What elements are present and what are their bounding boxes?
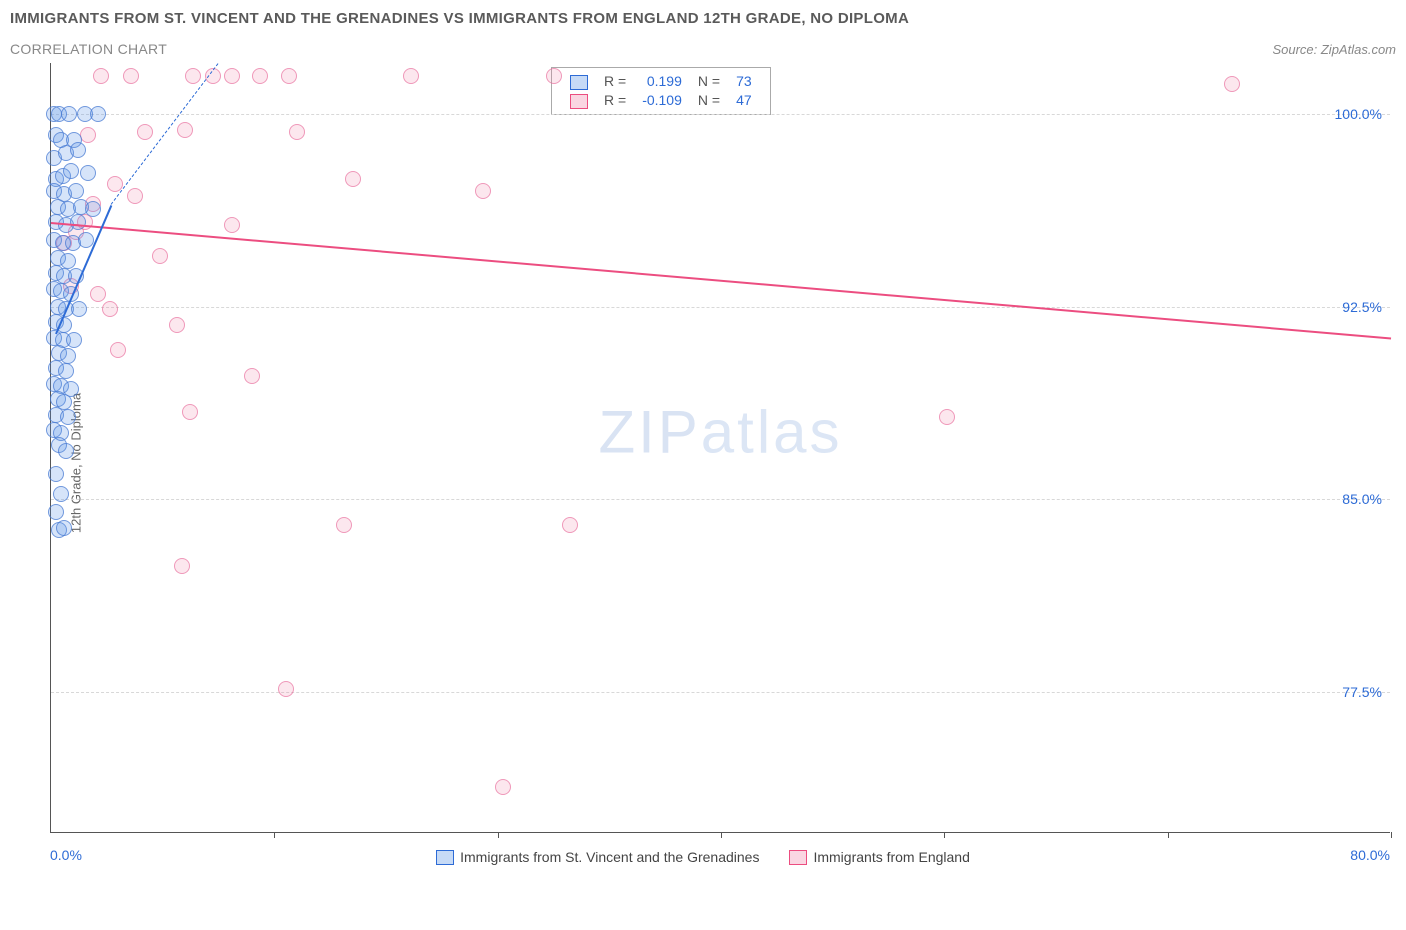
gridline-h [51, 499, 1390, 500]
watermark-atlas: atlas [701, 399, 843, 466]
r-value-blue: 0.199 [634, 72, 690, 91]
bottom-legend: Immigrants from St. Vincent and the Gren… [10, 849, 1396, 865]
data-point-blue [70, 142, 86, 158]
data-point-blue [48, 466, 64, 482]
chart-subtitle: CORRELATION CHART [10, 41, 167, 57]
data-point-blue [60, 253, 76, 269]
data-point-pink [475, 183, 491, 199]
x-tick [944, 832, 945, 838]
data-point-blue [58, 363, 74, 379]
data-point-blue [66, 332, 82, 348]
data-point-pink [336, 517, 352, 533]
plot-area: ZIPatlas R = 0.199 N = 73 R = -0.109 N =… [50, 63, 1390, 833]
data-point-pink [185, 68, 201, 84]
n-label: N = [690, 72, 728, 91]
bottom-legend-blue: Immigrants from St. Vincent and the Gren… [436, 849, 759, 865]
r-value-pink: -0.109 [634, 91, 690, 110]
data-point-pink [562, 517, 578, 533]
data-point-blue [48, 504, 64, 520]
data-point-pink [123, 68, 139, 84]
y-tick-label: 92.5% [1342, 299, 1382, 315]
data-point-pink [345, 171, 361, 187]
data-point-blue [85, 201, 101, 217]
data-point-pink [403, 68, 419, 84]
data-point-blue [61, 106, 77, 122]
data-point-pink [495, 779, 511, 795]
data-point-blue [63, 163, 79, 179]
data-point-pink [93, 68, 109, 84]
data-point-blue [70, 214, 86, 230]
data-point-pink [182, 404, 198, 420]
data-point-pink [939, 409, 955, 425]
data-point-pink [127, 188, 143, 204]
x-tick [274, 832, 275, 838]
x-tick [1391, 832, 1392, 838]
data-point-blue [56, 520, 72, 536]
x-tick [1168, 832, 1169, 838]
y-tick-label: 77.5% [1342, 684, 1382, 700]
trendline-blue-extrap [111, 63, 219, 205]
gridline-h [51, 692, 1390, 693]
data-point-pink [110, 342, 126, 358]
data-point-pink [278, 681, 294, 697]
y-tick-label: 85.0% [1342, 491, 1382, 507]
data-point-pink [90, 286, 106, 302]
correlation-legend: R = 0.199 N = 73 R = -0.109 N = 47 [551, 67, 771, 115]
legend-row-blue: R = 0.199 N = 73 [562, 72, 760, 91]
watermark-zip: ZIP [598, 399, 700, 466]
r-label: R = [596, 72, 634, 91]
data-point-blue [53, 486, 69, 502]
data-point-pink [137, 124, 153, 140]
swatch-pink [789, 850, 807, 865]
data-point-pink [252, 68, 268, 84]
n-value-blue: 73 [728, 72, 760, 91]
data-point-blue [90, 106, 106, 122]
legend-label-blue: Immigrants from St. Vincent and the Gren… [460, 849, 759, 865]
data-point-pink [177, 122, 193, 138]
data-point-pink [1224, 76, 1240, 92]
data-point-pink [169, 317, 185, 333]
data-point-pink [102, 301, 118, 317]
n-label: N = [690, 91, 728, 110]
data-point-pink [224, 217, 240, 233]
data-point-pink [174, 558, 190, 574]
source-attribution: Source: ZipAtlas.com [1272, 42, 1396, 57]
data-point-blue [60, 348, 76, 364]
data-point-pink [152, 248, 168, 264]
subtitle-row: CORRELATION CHART Source: ZipAtlas.com [10, 41, 1396, 57]
bottom-legend-pink: Immigrants from England [789, 849, 969, 865]
swatch-blue [570, 75, 588, 90]
x-tick [721, 832, 722, 838]
data-point-blue [58, 443, 74, 459]
gridline-h [51, 307, 1390, 308]
x-tick [498, 832, 499, 838]
data-point-blue [60, 409, 76, 425]
data-point-pink [289, 124, 305, 140]
legend-row-pink: R = -0.109 N = 47 [562, 91, 760, 110]
trendline-pink [51, 222, 1391, 339]
gridline-h [51, 114, 1390, 115]
data-point-blue [80, 165, 96, 181]
swatch-pink [570, 94, 588, 109]
swatch-blue [436, 850, 454, 865]
data-point-pink [244, 368, 260, 384]
legend-label-pink: Immigrants from England [813, 849, 969, 865]
data-point-blue [68, 183, 84, 199]
data-point-pink [546, 68, 562, 84]
r-label: R = [596, 91, 634, 110]
data-point-pink [281, 68, 297, 84]
chart-title: IMMIGRANTS FROM ST. VINCENT AND THE GREN… [10, 10, 1396, 27]
data-point-blue [71, 301, 87, 317]
n-value-pink: 47 [728, 91, 760, 110]
chart-container: 12th Grade, No Diploma ZIPatlas R = 0.19… [10, 63, 1396, 863]
data-point-pink [224, 68, 240, 84]
watermark: ZIPatlas [598, 398, 842, 467]
y-tick-label: 100.0% [1335, 106, 1382, 122]
